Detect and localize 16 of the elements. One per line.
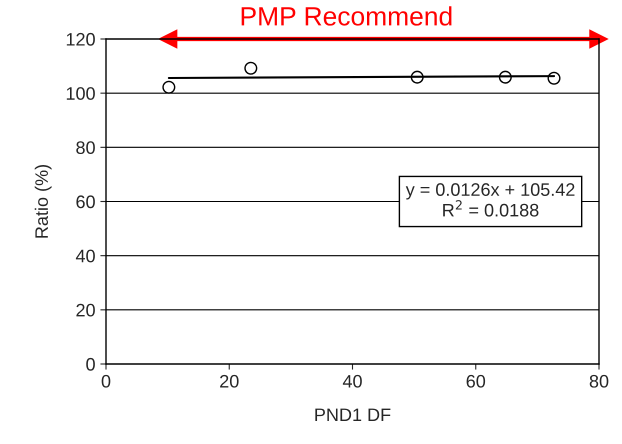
x-tick-label: 0 (102, 374, 110, 388)
x-axis-title: PND1 DF (315, 408, 390, 421)
series-label: PMP Recommend (242, 6, 452, 26)
y-tick-label: 80 (76, 141, 95, 154)
y-axis-title: Ratio (%) (34, 164, 52, 238)
annotation: y = 0.0126x + 105.42 R$^{2}$ = 0.0188 (406, 183, 574, 217)
y-tick-label: 60 (76, 195, 95, 208)
x-tick-label: 40 (342, 374, 362, 388)
x-tick-label: 20 (220, 374, 239, 388)
y-tick-label: 40 (76, 250, 95, 262)
y-tick-label: 120 (66, 32, 95, 46)
y-tick-label: 0 (86, 358, 95, 371)
x-tick-label: 80 (590, 374, 608, 388)
y-tick-label: 20 (76, 304, 95, 317)
x-tick-label: 60 (466, 374, 486, 388)
y-tick-label: 100 (66, 87, 95, 100)
